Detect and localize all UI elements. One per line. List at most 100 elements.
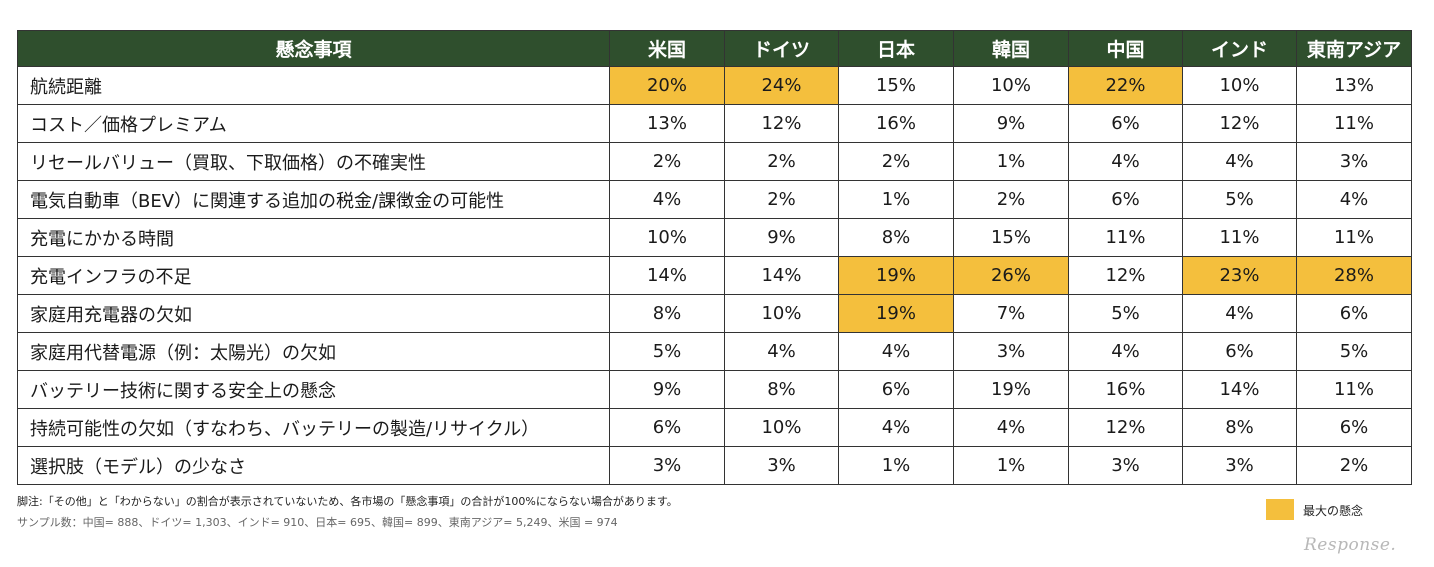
response-watermark-logo: Response. <box>1304 535 1397 555</box>
value-cell: 14% <box>724 256 839 295</box>
value-cell: 6% <box>1296 294 1412 333</box>
concern-label: 家庭用充電器の欠如 <box>17 294 610 333</box>
table-row: 電気自動車（BEV）に関連する追加の税金/課徴金の可能性 4% 2% 1% 2% 6% 5%… <box>17 180 1412 219</box>
concern-label: コスト／価格プレミアム <box>17 104 610 143</box>
value-cell: 14% <box>609 256 725 295</box>
header-country: 東南アジア <box>1296 30 1412 67</box>
value-cell: 9% <box>953 104 1069 143</box>
value-cell: 2% <box>724 180 839 219</box>
value-cell: 5% <box>1182 180 1297 219</box>
value-cell-highlighted: 26% <box>953 256 1069 295</box>
concern-label: バッテリー技術に関する安全上の懸念 <box>17 370 610 409</box>
concern-label: 持続可能性の欠如（すなわち、バッテリーの製造/リサイクル） <box>17 408 610 447</box>
value-cell: 11% <box>1296 218 1412 257</box>
table-row: 選択肢（モデル）の少なさ 3% 3% 1% 1% 3% 3% 2% <box>17 446 1412 485</box>
value-cell: 1% <box>953 446 1069 485</box>
value-cell: 16% <box>1068 370 1183 409</box>
table-row: 充電インフラの不足 14% 14% 19% 26% 12% 23% 28% <box>17 256 1412 295</box>
value-cell: 4% <box>1182 142 1297 181</box>
table-row: バッテリー技術に関する安全上の懸念 9% 8% 6% 19% 16% 14% 11% <box>17 370 1412 409</box>
header-row: 懸念事項 米国 ドイツ 日本 韓国 中国 インド 東南アジア <box>17 30 1412 67</box>
value-cell-highlighted: 24% <box>724 66 839 105</box>
value-cell: 10% <box>609 218 725 257</box>
value-cell: 4% <box>1182 294 1297 333</box>
value-cell: 15% <box>953 218 1069 257</box>
value-cell: 16% <box>838 104 954 143</box>
value-cell-highlighted: 23% <box>1182 256 1297 295</box>
value-cell: 3% <box>1068 446 1183 485</box>
value-cell: 2% <box>724 142 839 181</box>
value-cell: 8% <box>1182 408 1297 447</box>
value-cell: 8% <box>724 370 839 409</box>
value-cell: 9% <box>724 218 839 257</box>
table-row: 航続距離 20% 24% 15% 10% 22% 10% 13% <box>17 66 1412 105</box>
concern-label: 電気自動車（BEV）に関連する追加の税金/課徴金の可能性 <box>17 180 610 219</box>
concern-label: 航続距離 <box>17 66 610 105</box>
value-cell: 6% <box>609 408 725 447</box>
table-body: 航続距離 20% 24% 15% 10% 22% 10% 13% コスト／価格プレミアム 13% 1… <box>17 66 1412 485</box>
value-cell: 6% <box>838 370 954 409</box>
value-cell: 12% <box>1068 256 1183 295</box>
value-cell: 6% <box>1296 408 1412 447</box>
value-cell-highlighted: 22% <box>1068 66 1183 105</box>
value-cell: 6% <box>1068 180 1183 219</box>
table-row: リセールバリュー（買取、下取価格）の不確実性 2% 2% 2% 1% 4% 4% 3% <box>17 142 1412 181</box>
value-cell: 2% <box>609 142 725 181</box>
value-cell: 12% <box>724 104 839 143</box>
footnote: 脚注:「その他」と「わからない」の割合が表示されていないため、各市場の「懸念事項… <box>17 495 678 508</box>
table-row: コスト／価格プレミアム 13% 12% 16% 9% 6% 12% 11% <box>17 104 1412 143</box>
value-cell: 11% <box>1296 370 1412 409</box>
concern-label: 家庭用代替電源（例：太陽光）の欠如 <box>17 332 610 371</box>
value-cell: 4% <box>1068 142 1183 181</box>
value-cell: 4% <box>838 408 954 447</box>
value-cell: 2% <box>953 180 1069 219</box>
value-cell: 4% <box>1296 180 1412 219</box>
header-country: 日本 <box>838 30 954 67</box>
value-cell: 2% <box>838 142 954 181</box>
value-cell: 5% <box>1068 294 1183 333</box>
value-cell: 4% <box>724 332 839 371</box>
value-cell-highlighted: 20% <box>609 66 725 105</box>
value-cell-highlighted: 19% <box>838 294 954 333</box>
value-cell: 4% <box>609 180 725 219</box>
value-cell: 19% <box>953 370 1069 409</box>
legend-swatch <box>1266 499 1294 520</box>
legend-label: 最大の懸念 <box>1303 504 1364 518</box>
value-cell: 10% <box>953 66 1069 105</box>
sample-size-note: サンプル数：中国= 888、ドイツ= 1,303、インド= 910、日本= 69… <box>17 516 618 529</box>
header-country: ドイツ <box>724 30 839 67</box>
value-cell: 4% <box>838 332 954 371</box>
value-cell: 3% <box>724 446 839 485</box>
value-cell: 4% <box>953 408 1069 447</box>
concern-label: 充電インフラの不足 <box>17 256 610 295</box>
value-cell: 2% <box>1296 446 1412 485</box>
header-concern: 懸念事項 <box>17 30 610 67</box>
value-cell: 11% <box>1182 218 1297 257</box>
value-cell: 3% <box>953 332 1069 371</box>
concern-label: 充電にかかる時間 <box>17 218 610 257</box>
value-cell: 13% <box>609 104 725 143</box>
value-cell: 4% <box>1068 332 1183 371</box>
table-row: 家庭用代替電源（例：太陽光）の欠如 5% 4% 4% 3% 4% 6% 5% <box>17 332 1412 371</box>
header-country: インド <box>1182 30 1297 67</box>
value-cell: 1% <box>838 180 954 219</box>
table-row: 持続可能性の欠如（すなわち、バッテリーの製造/リサイクル） 6% 10% 4% 4% 12… <box>17 408 1412 447</box>
value-cell: 10% <box>1182 66 1297 105</box>
value-cell: 6% <box>1068 104 1183 143</box>
value-cell-highlighted: 28% <box>1296 256 1412 295</box>
value-cell: 3% <box>609 446 725 485</box>
value-cell: 5% <box>609 332 725 371</box>
value-cell: 10% <box>724 408 839 447</box>
value-cell: 7% <box>953 294 1069 333</box>
value-cell: 3% <box>1182 446 1297 485</box>
value-cell: 15% <box>838 66 954 105</box>
table-row: 家庭用充電器の欠如 8% 10% 19% 7% 5% 4% 6% <box>17 294 1412 333</box>
value-cell: 1% <box>953 142 1069 181</box>
value-cell: 5% <box>1296 332 1412 371</box>
value-cell: 12% <box>1182 104 1297 143</box>
concern-label: 選択肢（モデル）の少なさ <box>17 446 610 485</box>
value-cell: 11% <box>1068 218 1183 257</box>
value-cell: 11% <box>1296 104 1412 143</box>
value-cell: 10% <box>724 294 839 333</box>
value-cell: 3% <box>1296 142 1412 181</box>
